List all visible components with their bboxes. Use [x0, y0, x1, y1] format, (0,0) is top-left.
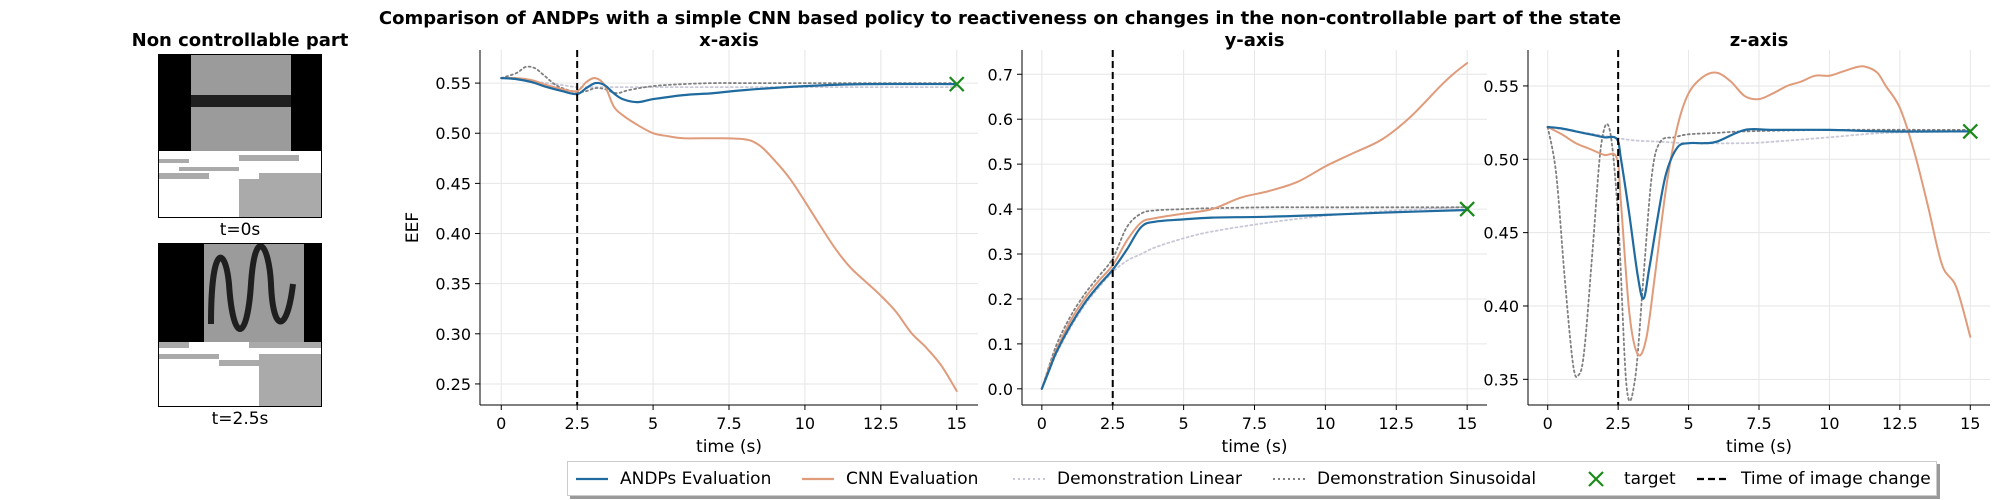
chart-x-axis: 0 2.5 5 7.5 10 12.5 15 0.25 0.30 0.35 0.40 0.45 0.50… — [403, 30, 978, 457]
chart-title: x-axis — [699, 30, 759, 51]
legend-item-demo-linear: Demonstration Linear — [1011, 462, 1242, 495]
state-image-t2-5-drawing — [159, 244, 321, 406]
frame-caption-t0: t=0s — [219, 220, 261, 240]
state-image-t0 — [158, 54, 322, 218]
series-line-cnn — [1040, 62, 1469, 390]
y-tick-label: 0.45 — [435, 174, 471, 193]
x-tick-label: 5 — [1683, 414, 1693, 433]
x-tick-label: 2.5 — [1605, 414, 1630, 433]
legend: ANDPs Evaluation CNN Evaluation Demonstr… — [567, 461, 1937, 496]
target-marker — [1962, 123, 1979, 140]
legend-item-demo-sinusoidal: Demonstration Sinusoidal — [1271, 462, 1536, 495]
legend-swatch-image-change — [1697, 477, 1729, 480]
x-tick-label: 7.5 — [716, 414, 741, 433]
x-tick-label: 7.5 — [1242, 414, 1267, 433]
x-tick-label: 0 — [1037, 414, 1047, 433]
y-tick-label: 0.3 — [988, 245, 1013, 264]
legend-swatch-demo-linear — [1013, 477, 1045, 480]
charts-canvas: 0 2.5 5 7.5 10 12.5 150.250.300.350.400.450.50… — [403, 30, 1990, 457]
chart-title: y-axis — [1225, 30, 1285, 51]
y-tick-label: 0.35 — [1483, 370, 1519, 389]
y-tick-label: 0.4 — [988, 200, 1013, 219]
chart-y-axis: 0 2.5 5 7.5 10 12.5 15 0.0 0.1 0.2 0.3 0.4 0.5 0.6 0.7… — [988, 30, 1487, 457]
figure-title: Comparison of ANDPs with a simple CNN ba… — [378, 8, 1622, 29]
chart-z-axis: 0 2.5 5 7.5 10 12.5 15 0.35 0.40 0.45 0.50 0.55 z-ax… — [1483, 30, 1990, 457]
legend-item-andps: ANDPs Evaluation — [574, 462, 771, 495]
x-tick-label: 15 — [1457, 414, 1477, 433]
frame-caption-t2-5: t=2.5s — [211, 409, 269, 429]
image-panel-title: Non controllable part — [131, 30, 349, 51]
legend-swatch-andps — [576, 477, 608, 480]
legend-swatch-target — [1588, 470, 1604, 487]
x-tick-label: 7.5 — [1746, 414, 1771, 433]
series-line-demo-sinusoidal — [1040, 206, 1469, 390]
x-tick-label: 0 — [496, 414, 506, 433]
legend-swatch-demo-sinusoidal — [1273, 477, 1305, 480]
series-line-andps — [1040, 208, 1469, 390]
legend-swatch-cnn — [802, 477, 834, 480]
y-tick-label: 0.40 — [1483, 297, 1519, 316]
y-tick-label: 0.55 — [435, 74, 471, 93]
y-tick-label: 0.2 — [988, 290, 1013, 309]
x-axis-label: time (s) — [1222, 437, 1288, 457]
x-axis-label: time (s) — [696, 437, 762, 457]
y-tick-label: 0.6 — [988, 110, 1013, 129]
legend-label-demo-linear: Demonstration Linear — [1057, 468, 1243, 489]
legend-label-image-change: Time of image change — [1741, 468, 1931, 489]
y-tick-label: 0.40 — [435, 225, 471, 244]
target-marker — [1459, 201, 1475, 217]
series-line-demo-linear — [1040, 205, 1469, 390]
series-line-andps — [500, 77, 958, 104]
target-marker — [948, 76, 965, 92]
x-tick-label: 12.5 — [1882, 414, 1918, 433]
x-tick-label: 2.5 — [1100, 414, 1125, 433]
x-tick-label: 12.5 — [1378, 414, 1414, 433]
y-tick-label: 0.0 — [988, 380, 1013, 399]
series-line-andps — [1546, 125, 1972, 300]
x-tick-label: 10 — [1819, 414, 1839, 433]
x-axis-label: time (s) — [1726, 437, 1792, 457]
legend-item-image-change: Time of image change — [1695, 462, 1931, 495]
y-tick-label: 0.30 — [435, 325, 471, 344]
x-tick-label: 2.5 — [564, 414, 589, 433]
series-line-cnn — [1546, 65, 1972, 357]
legend-label-demo-sinusoidal: Demonstration Sinusoidal — [1317, 468, 1537, 489]
y-tick-label: 0.7 — [988, 65, 1013, 84]
state-image-t0-drawing — [159, 55, 321, 217]
y-tick-label: 0.5 — [988, 155, 1013, 174]
legend-label-andps: ANDPs Evaluation — [620, 468, 772, 489]
series-line-cnn — [500, 76, 958, 392]
legend-label-cnn: CNN Evaluation — [846, 468, 979, 489]
y-tick-label: 0.25 — [435, 375, 471, 394]
y-tick-label: 0.50 — [1483, 150, 1519, 169]
x-tick-label: 5 — [648, 414, 658, 433]
legend-item-cnn: CNN Evaluation — [800, 462, 978, 495]
x-tick-label: 15 — [947, 414, 967, 433]
x-tick-label: 0 — [1543, 414, 1553, 433]
x-tick-label: 10 — [1315, 414, 1335, 433]
legend-item-target: target — [1578, 462, 1676, 495]
y-tick-label: 0.45 — [1483, 224, 1519, 243]
x-tick-label: 10 — [795, 414, 815, 433]
legend-label-target: target — [1624, 468, 1676, 489]
x-tick-label: 5 — [1179, 414, 1189, 433]
y-tick-label: 0.35 — [435, 275, 471, 294]
y-tick-label: 0.1 — [988, 335, 1013, 354]
y-axis-label: EEF — [403, 212, 423, 243]
chart-title: z-axis — [1730, 30, 1789, 51]
y-tick-label: 0.50 — [435, 124, 471, 143]
series-line-demo-sinusoidal — [1546, 123, 1972, 402]
state-image-t2-5 — [158, 243, 322, 407]
x-tick-label: 15 — [1960, 414, 1980, 433]
y-tick-label: 0.55 — [1483, 77, 1519, 96]
series-line-demo-sinusoidal — [500, 65, 958, 95]
x-tick-label: 12.5 — [863, 414, 899, 433]
